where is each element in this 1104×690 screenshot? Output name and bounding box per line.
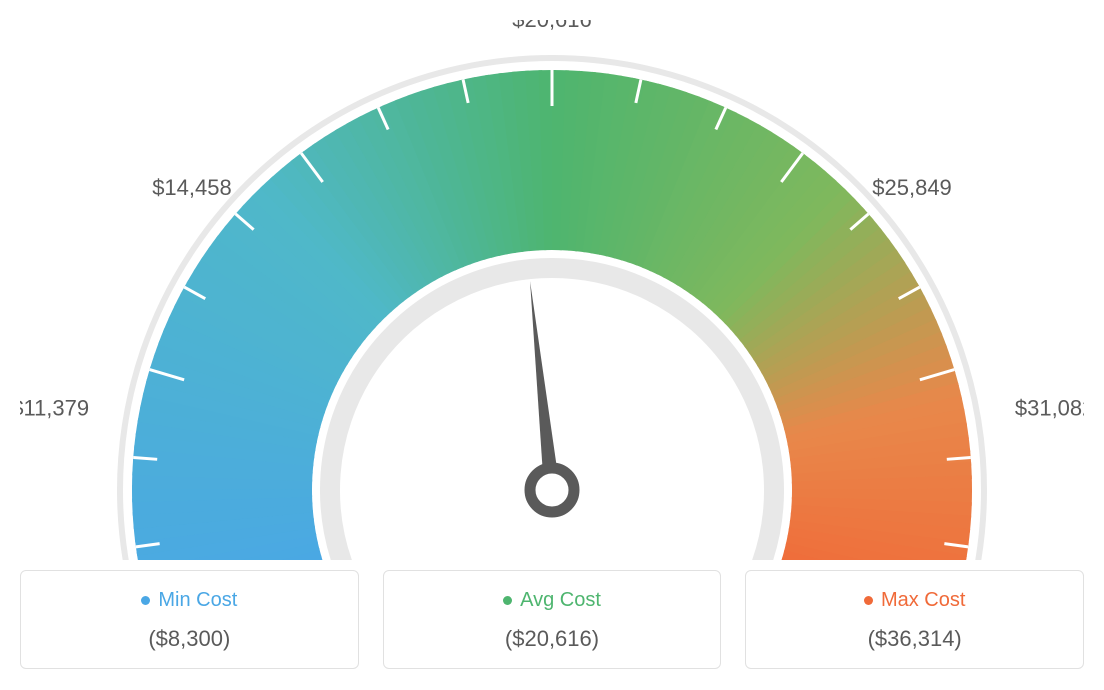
legend-dot-max — [864, 596, 873, 605]
legend-title-min: Min Cost — [33, 589, 346, 612]
legend-row: Min Cost ($8,300) Avg Cost ($20,616) Max… — [20, 570, 1084, 669]
legend-dot-min — [141, 596, 150, 605]
gauge-area: $8,300$11,379$14,458$20,616$25,849$31,08… — [20, 20, 1084, 560]
cost-gauge-chart: $8,300$11,379$14,458$20,616$25,849$31,08… — [20, 20, 1084, 669]
svg-text:$25,849: $25,849 — [872, 175, 952, 200]
svg-text:$20,616: $20,616 — [512, 20, 592, 32]
gauge-svg: $8,300$11,379$14,458$20,616$25,849$31,08… — [20, 20, 1084, 560]
legend-label-avg: Avg Cost — [520, 589, 601, 612]
legend-label-min: Min Cost — [158, 589, 237, 612]
legend-title-max: Max Cost — [758, 589, 1071, 612]
legend-card-avg: Avg Cost ($20,616) — [383, 570, 722, 669]
svg-text:$31,082: $31,082 — [1015, 395, 1084, 420]
legend-card-min: Min Cost ($8,300) — [20, 570, 359, 669]
legend-label-max: Max Cost — [881, 589, 965, 612]
legend-value-max: ($36,314) — [758, 626, 1071, 652]
legend-dot-avg — [503, 596, 512, 605]
svg-text:$11,379: $11,379 — [20, 395, 89, 420]
legend-title-avg: Avg Cost — [396, 589, 709, 612]
legend-value-avg: ($20,616) — [396, 626, 709, 652]
legend-card-max: Max Cost ($36,314) — [745, 570, 1084, 669]
svg-text:$14,458: $14,458 — [152, 175, 232, 200]
legend-value-min: ($8,300) — [33, 626, 346, 652]
